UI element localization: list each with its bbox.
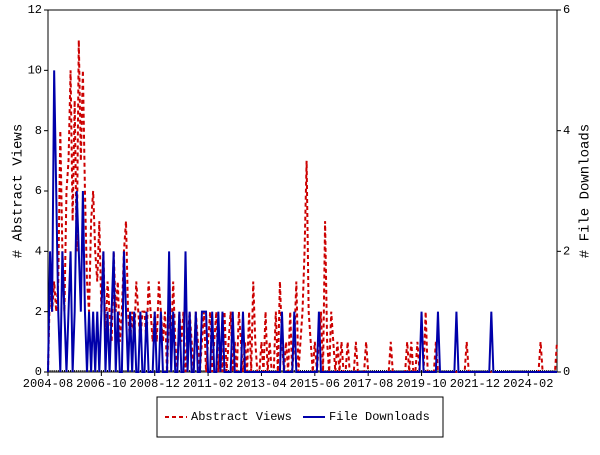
y-tick-label: 4 — [35, 245, 42, 259]
x-tick-label: 2019-10 — [396, 377, 446, 391]
x-tick-label: 2011-02 — [183, 377, 233, 391]
y-tick-label: 0 — [35, 365, 42, 379]
y-tick-label: 12 — [28, 3, 42, 17]
y2-tick-label: 0 — [563, 365, 570, 379]
legend-label: Abstract Views — [191, 410, 292, 424]
y-tick-label: 6 — [35, 184, 42, 198]
y-tick-label: 2 — [35, 305, 42, 319]
series-line — [47, 70, 557, 373]
x-tick-label: 2015-06 — [290, 377, 340, 391]
y-axis-label: # Abstract Views — [11, 124, 27, 258]
x-tick-label: 2017-08 — [343, 377, 393, 391]
y-tick-label: 8 — [35, 124, 42, 138]
x-tick-label: 2008-12 — [130, 377, 180, 391]
x-tick-label: 2013-04 — [236, 377, 286, 391]
x-tick-label: 2021-12 — [450, 377, 500, 391]
legend-box — [156, 396, 444, 438]
y2-tick-label: 6 — [563, 3, 570, 17]
x-tick-label: 2004-08 — [23, 377, 73, 391]
y2-tick-label: 2 — [563, 245, 570, 259]
x-tick-label: 2024-02 — [503, 377, 553, 391]
series-line — [47, 40, 558, 373]
y-tick-label: 10 — [28, 64, 42, 78]
x-tick-label: 2006-10 — [76, 377, 126, 391]
legend-label: File Downloads — [329, 410, 430, 424]
y2-axis-label: # File Downloads — [578, 124, 594, 258]
y2-tick-label: 4 — [563, 124, 570, 138]
